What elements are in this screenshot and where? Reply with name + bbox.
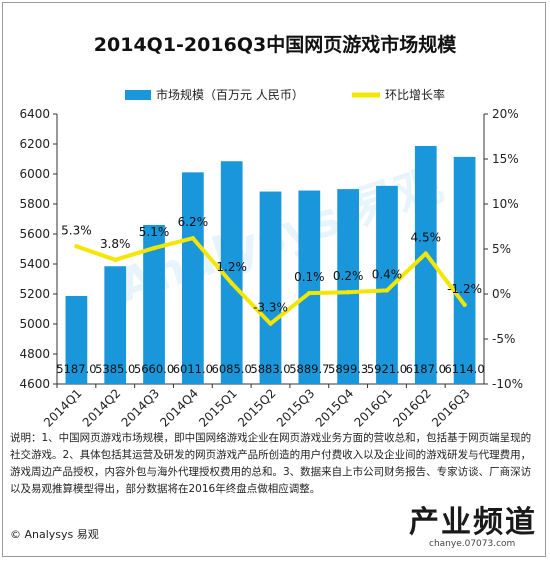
y-left-tick-label: 6400 [19, 107, 50, 121]
bar [259, 191, 282, 384]
line-value-label: 0.1% [294, 270, 325, 284]
y-left-tick-label: 5400 [19, 257, 50, 271]
bar-value-label: 6085.0 [212, 362, 252, 376]
y-right-tick-label: 0% [492, 287, 511, 301]
line-point [384, 288, 390, 293]
line-point [268, 321, 273, 326]
bar-value-label: 5660.0 [134, 362, 174, 376]
y-left-tick-label: 6200 [19, 137, 50, 151]
bar [376, 185, 398, 384]
x-tick-label: 2016Q2 [390, 386, 434, 430]
line-value-label: 5.1% [139, 225, 170, 239]
bar [181, 172, 204, 384]
line-point [423, 251, 428, 256]
line-value-label: 1.2% [216, 260, 247, 274]
y-left-tick-label: 4600 [19, 377, 50, 391]
y-left-tick-label: 5000 [19, 317, 50, 331]
y-left-tick-label: 6000 [19, 167, 50, 181]
y-left-tick-label: 5200 [19, 287, 50, 301]
bar-value-label: 6114.0 [444, 362, 484, 376]
line-value-label: 0.2% [333, 269, 364, 283]
y-right-tick-label: 20% [492, 107, 519, 121]
line-point [229, 281, 234, 286]
chart-note: 说明：1、中国网页游戏市场规模，即中国网络游戏企业在网页游戏业务方面的营收总和，… [10, 432, 532, 495]
line-point [190, 236, 196, 241]
bar [220, 161, 243, 384]
bar-value-label: 5187.0 [56, 362, 96, 376]
line-point [113, 257, 118, 262]
x-tick-label: 2015Q3 [274, 386, 318, 430]
y-right-tick-label: -5% [492, 332, 515, 346]
x-tick-label: 2015Q4 [313, 386, 357, 430]
y-right-tick-label: 5% [492, 242, 511, 256]
line-point [307, 290, 312, 296]
x-tick-label: 2014Q3 [119, 386, 163, 430]
line-point [74, 244, 79, 249]
bar [337, 189, 360, 384]
legend-bar-label: 市场规模（百万元 人民币） [156, 87, 304, 102]
y-left-tick-label: 5800 [19, 197, 50, 211]
source-credit: © Analysys 易观 [10, 528, 99, 541]
bar [414, 145, 437, 384]
bar [453, 156, 476, 384]
legend-line-label: 环比增长率 [385, 87, 445, 102]
bar-value-label: 5385.0 [95, 362, 135, 376]
bar-value-label: 6187.0 [406, 362, 446, 376]
y-right-tick-label: 15% [492, 152, 519, 166]
bar-value-label: 5899.3 [328, 362, 368, 376]
line-point [345, 290, 351, 295]
combo-chart: Analysys 易观市场规模（百万元 人民币）环比增长率46004800500… [19, 87, 523, 430]
bar [143, 225, 165, 384]
y-left-tick-label: 4800 [19, 347, 50, 361]
legend-bar-swatch [125, 90, 151, 100]
x-tick-label: 2014Q1 [41, 386, 85, 430]
x-tick-label: 2014Q4 [157, 386, 201, 430]
line-value-label: 5.3% [61, 223, 92, 237]
bar-value-label: 6011.0 [173, 362, 213, 376]
bar-value-label: 5889.7 [289, 362, 329, 376]
bar-value-label: 5921.0 [367, 362, 407, 376]
x-tick-label: 2014Q2 [80, 386, 124, 430]
line-value-label: 4.5% [411, 231, 442, 245]
chart-title: 2014Q1-2016Q3中国网页游戏市场规模 [93, 34, 457, 56]
bar [298, 190, 321, 384]
bar-value-label: 5883.0 [250, 362, 290, 376]
x-tick-label: 2016Q1 [352, 386, 396, 430]
watermark-logo: 产业频道 chanye.07073.com [403, 503, 543, 553]
x-tick-label: 2015Q1 [196, 386, 240, 430]
line-point [151, 245, 157, 251]
line-value-label: 0.4% [372, 267, 403, 281]
bar [104, 266, 127, 384]
watermark-logo-text: 产业频道 [409, 505, 537, 540]
y-right-tick-label: 10% [492, 197, 519, 211]
line-value-label: 6.2% [178, 215, 209, 229]
line-value-label: -3.3% [253, 301, 288, 315]
x-tick-label: 2015Q2 [235, 386, 279, 430]
line-value-label: 3.8% [100, 237, 131, 251]
watermark-logo-url: chanye.07073.com [429, 539, 516, 549]
bar [65, 295, 88, 384]
y-right-tick-label: -10% [492, 377, 523, 391]
line-point [462, 302, 467, 307]
x-tick-label: 2016Q3 [429, 386, 473, 430]
line-value-label: -1.2% [447, 282, 482, 296]
y-left-tick-label: 5600 [19, 227, 50, 241]
